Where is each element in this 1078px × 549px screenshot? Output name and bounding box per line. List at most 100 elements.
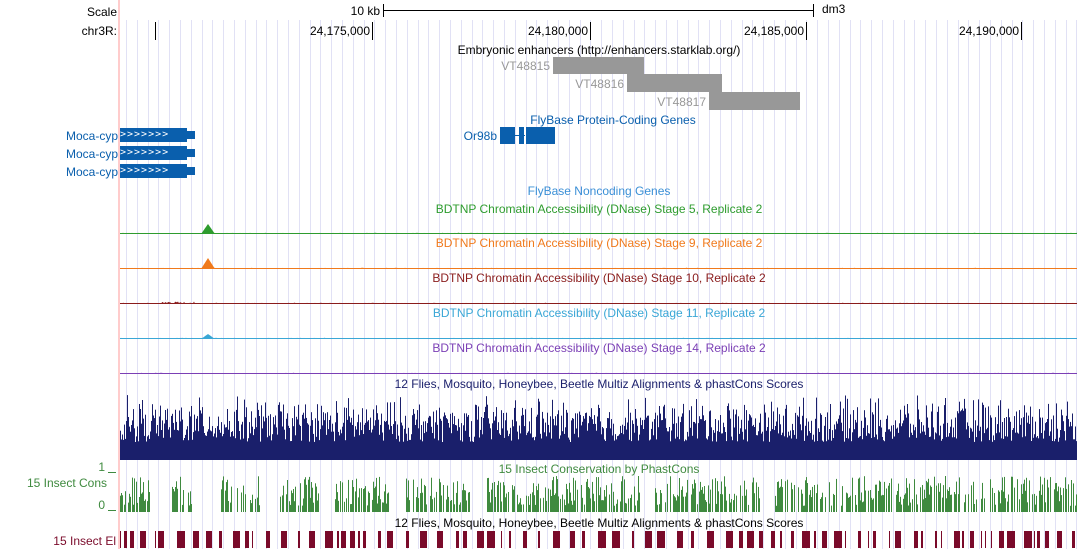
multiz-bar bbox=[312, 420, 313, 460]
multiz-bar bbox=[809, 431, 810, 460]
multiz-bar bbox=[123, 439, 124, 460]
phastcons-track-title[interactable]: 15 Insect Conservation by PhastCons bbox=[498, 462, 700, 476]
phastcons-bar bbox=[577, 489, 578, 512]
dnase-stage10-title[interactable]: BDTNP Chromatin Accessibility (DNase) St… bbox=[432, 271, 766, 285]
phastcons-bar bbox=[1003, 491, 1004, 512]
multiz-bar bbox=[687, 431, 688, 460]
grid-line bbox=[212, 20, 213, 549]
multiz-bar bbox=[184, 438, 185, 460]
phastcons-bar bbox=[909, 483, 910, 512]
multiz-bar bbox=[806, 418, 807, 460]
dnase-stage5-signal[interactable] bbox=[120, 216, 1077, 234]
dnase-stage11-signal[interactable] bbox=[120, 321, 1077, 339]
phastcons-signal[interactable] bbox=[120, 474, 1077, 512]
phastcons-bar bbox=[816, 493, 817, 512]
conserved-element bbox=[124, 531, 127, 548]
multiz-bar bbox=[928, 427, 929, 460]
dnase-stage14-signal[interactable] bbox=[120, 356, 1077, 374]
multiz-bar bbox=[416, 419, 417, 460]
multiz-bar bbox=[1068, 419, 1069, 460]
elements-side-label[interactable]: 15 Insect El bbox=[53, 534, 116, 548]
ruler-start-tick bbox=[155, 22, 156, 40]
chromosome-label[interactable]: chr3R: bbox=[81, 24, 117, 38]
gene-label[interactable]: Moca-cyp bbox=[65, 147, 118, 161]
multiz-bar bbox=[247, 441, 248, 460]
multiz-bar bbox=[356, 429, 357, 460]
dnase-stage9-title[interactable]: BDTNP Chromatin Accessibility (DNase) St… bbox=[435, 236, 763, 250]
phastcons-bar bbox=[602, 500, 603, 512]
conserved-element bbox=[845, 531, 846, 548]
conserved-element bbox=[612, 531, 620, 548]
noncoding-track-title[interactable]: FlyBase Noncoding Genes bbox=[527, 184, 671, 198]
enhancer-feature[interactable] bbox=[627, 74, 722, 92]
multiz-bar bbox=[400, 397, 401, 460]
multiz-bar bbox=[1006, 417, 1007, 460]
multiz-track-title[interactable]: 12 Flies, Mosquito, Honeybee, Beetle Mul… bbox=[394, 377, 804, 391]
multiz-bar bbox=[368, 420, 369, 460]
phastcons-bar bbox=[809, 494, 810, 512]
multiz-bar bbox=[398, 435, 399, 460]
gene-model[interactable]: >>>>>>> bbox=[120, 146, 187, 160]
multiz-conservation-signal[interactable] bbox=[120, 392, 1077, 460]
gene-label[interactable]: Moca-cyp bbox=[65, 165, 118, 179]
phastcons-bar bbox=[466, 500, 467, 512]
multiz-bar bbox=[1002, 422, 1003, 460]
multiz-bar bbox=[551, 438, 552, 460]
multiz-bar bbox=[582, 421, 583, 460]
phastcons-bar bbox=[753, 477, 754, 512]
conserved-element bbox=[822, 531, 827, 548]
grid-line bbox=[1022, 20, 1023, 549]
multiz-bar bbox=[567, 412, 568, 460]
grid-line bbox=[623, 20, 624, 549]
grid-line bbox=[385, 20, 386, 549]
gene-label[interactable]: Moca-cyp bbox=[65, 129, 118, 143]
phastcons-bar bbox=[924, 489, 925, 512]
multiz-bar bbox=[725, 432, 726, 460]
dnase-stage9-signal[interactable] bbox=[120, 251, 1077, 269]
phastcons-bar bbox=[252, 494, 253, 512]
gene-model[interactable]: >>>>>>> bbox=[120, 164, 187, 178]
phastcons-bar bbox=[942, 497, 943, 512]
gene-model[interactable]: >>>>>>> bbox=[120, 128, 187, 142]
phastcons-bar bbox=[500, 482, 501, 512]
phastcons-bar bbox=[782, 487, 783, 512]
conserved-elements-track[interactable] bbox=[120, 531, 1077, 548]
enhancer-feature[interactable] bbox=[553, 57, 644, 74]
phastcons-bar bbox=[380, 499, 381, 512]
multiz-bar bbox=[914, 430, 915, 460]
phastcons-side-label[interactable]: 15 Insect Cons bbox=[26, 476, 107, 490]
phastcons-bar bbox=[864, 476, 865, 512]
gene-model[interactable] bbox=[500, 127, 555, 144]
multiz-bar bbox=[670, 441, 671, 460]
grid-line bbox=[439, 20, 440, 549]
phastcons-bar bbox=[191, 504, 192, 512]
multiz-bar bbox=[762, 431, 763, 460]
multiz-bar bbox=[194, 414, 195, 460]
phastcons-bar bbox=[139, 497, 140, 512]
phastcons-bar bbox=[1019, 499, 1020, 512]
multiz-bar bbox=[339, 435, 340, 460]
dnase-stage5-title[interactable]: BDTNP Chromatin Accessibility (DNase) St… bbox=[435, 202, 763, 216]
conserved-element bbox=[814, 531, 816, 548]
multiz-bar bbox=[245, 417, 246, 460]
multiz-bar bbox=[740, 428, 741, 460]
elements-track-title[interactable]: 12 Flies, Mosquito, Honeybee, Beetle Mul… bbox=[394, 516, 804, 530]
gene-model-utr bbox=[187, 167, 195, 175]
multiz-bar bbox=[1020, 424, 1021, 460]
phastcons-bar bbox=[492, 482, 493, 512]
gene-label[interactable]: Or98b bbox=[463, 129, 497, 143]
phastcons-bar bbox=[132, 477, 133, 512]
dnase-stage14-title[interactable]: BDTNP Chromatin Accessibility (DNase) St… bbox=[432, 341, 766, 355]
protein-coding-track-title[interactable]: FlyBase Protein-Coding Genes bbox=[530, 113, 696, 127]
phastcons-bar bbox=[1044, 477, 1045, 512]
phastcons-bar bbox=[421, 478, 422, 512]
phastcons-bar bbox=[746, 489, 747, 512]
dnase-stage11-title[interactable]: BDTNP Chromatin Accessibility (DNase) St… bbox=[432, 306, 766, 320]
multiz-bar bbox=[120, 430, 121, 460]
phastcons-bar bbox=[947, 489, 948, 512]
grid-line bbox=[1044, 20, 1045, 549]
enhancer-feature[interactable] bbox=[709, 92, 800, 110]
enhancers-track-title[interactable]: Embryonic enhancers (http://enhancers.st… bbox=[457, 43, 741, 57]
phastcons-bar bbox=[884, 481, 885, 512]
dnase-stage10-signal[interactable] bbox=[120, 286, 1077, 304]
